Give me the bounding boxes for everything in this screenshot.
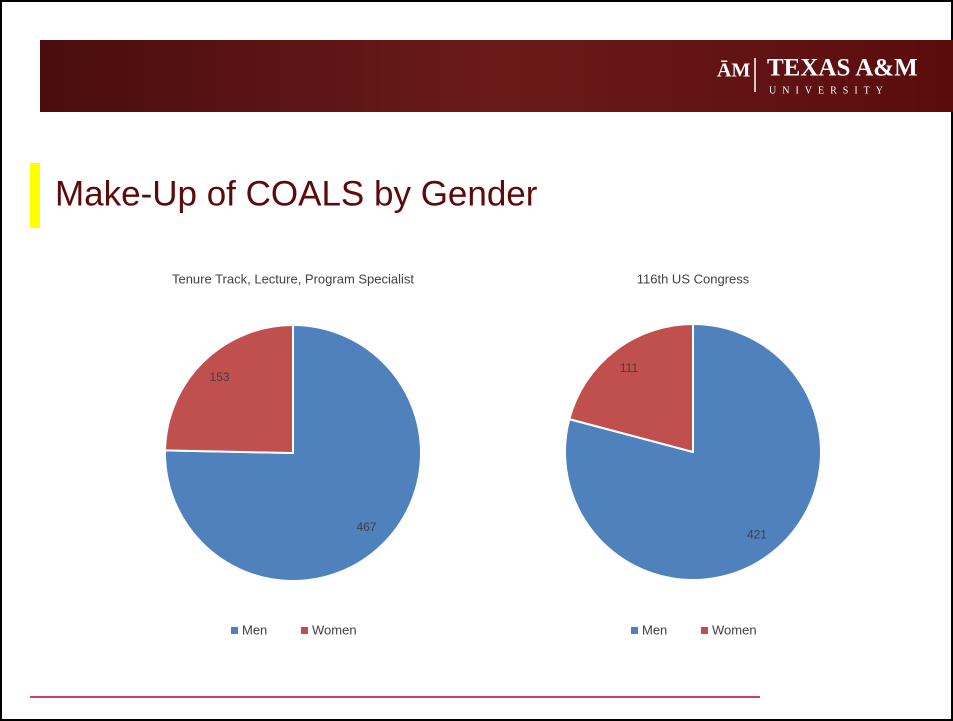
slide-title: Make-Up of COALS by Gender	[55, 174, 538, 213]
legend-label: Women	[312, 622, 357, 637]
data-label: 111	[620, 361, 639, 375]
logo-sub: UNIVERSITY	[769, 85, 889, 96]
pie-slice	[164, 323, 422, 582]
data-label: 153	[210, 370, 230, 384]
legend-label: Men	[642, 622, 667, 637]
legend-label: Men	[242, 622, 267, 637]
legend-swatch	[701, 627, 708, 634]
pie-slice	[164, 323, 294, 455]
header-banner	[40, 40, 953, 112]
legend-swatch	[231, 627, 238, 634]
legend-swatch	[301, 627, 308, 634]
pie-slice	[568, 322, 694, 454]
title-accent	[30, 163, 40, 228]
chart-title: 116th US Congress	[637, 271, 750, 286]
logo-mark: ĀM	[717, 60, 750, 82]
data-label: 421	[747, 527, 767, 541]
legend-swatch	[631, 627, 638, 634]
legend-label: Women	[712, 622, 757, 637]
data-label: 467	[356, 520, 376, 534]
logo-name: TEXAS A&M	[767, 55, 918, 82]
chart-title: Tenure Track, Lecture, Program Specialis…	[172, 271, 414, 286]
